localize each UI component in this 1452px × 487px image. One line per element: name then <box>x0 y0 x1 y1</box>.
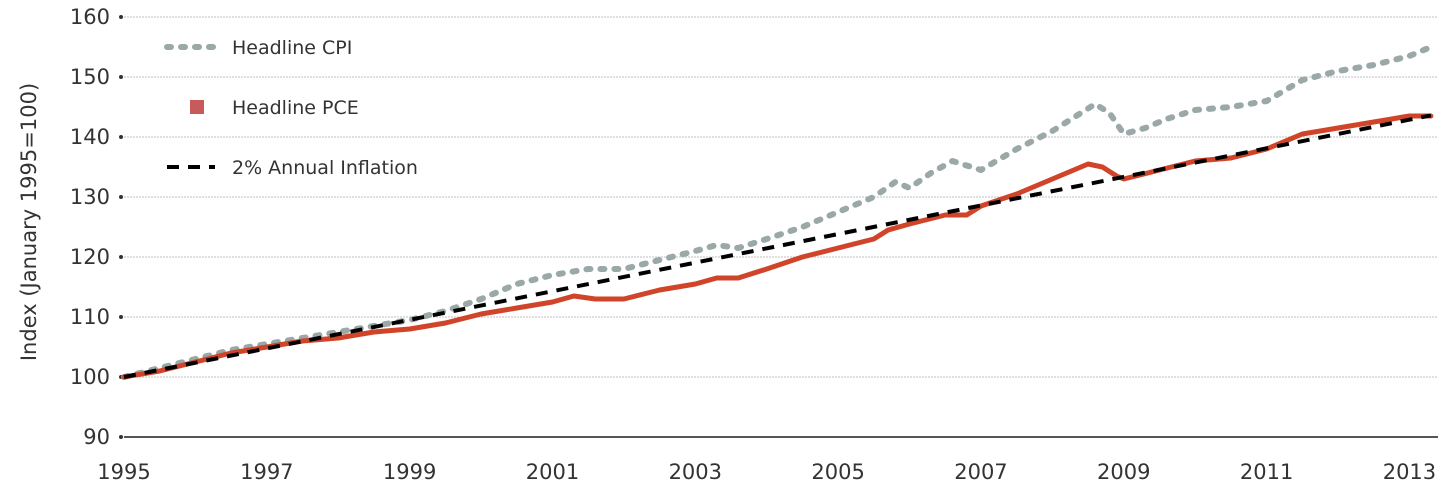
legend-item-2-annual-inflation: 2% Annual Inflation <box>167 157 418 179</box>
x-tick-label: 1997 <box>240 460 293 484</box>
y-tick-label: 130 <box>70 185 110 209</box>
series-line-headline-cpi <box>121 44 1434 380</box>
legend-swatch <box>190 100 204 114</box>
x-tick-label: 2013 <box>1383 460 1436 484</box>
legend-label: Headline CPI <box>232 37 352 59</box>
y-axis-ticks: 90 100 110 120 130 140 150 160 <box>70 5 123 449</box>
y-tick-label: 90 <box>83 425 110 449</box>
legend-label: Headline PCE <box>232 97 359 119</box>
y-axis-title: Index (January 1995=100) <box>17 83 41 361</box>
y-tick-mark <box>119 255 123 259</box>
legend-item-headline-pce: Headline PCE <box>190 97 359 119</box>
legend-item-headline-cpi: Headline CPI <box>164 37 352 59</box>
x-tick-label: 1995 <box>97 460 150 484</box>
x-tick-label: 2011 <box>1240 460 1293 484</box>
y-tick-mark <box>119 435 123 439</box>
x-tick-label: 1999 <box>383 460 436 484</box>
y-tick-mark <box>119 315 123 319</box>
y-tick-label: 110 <box>70 305 110 329</box>
y-tick-label: 100 <box>70 365 110 389</box>
legend-label: 2% Annual Inflation <box>232 157 418 179</box>
x-tick-label: 2007 <box>954 460 1007 484</box>
x-tick-label: 2001 <box>526 460 579 484</box>
x-tick-label: 2009 <box>1097 460 1150 484</box>
y-tick-mark <box>119 15 123 19</box>
gridlines <box>124 16 1438 438</box>
y-tick-mark <box>119 75 123 79</box>
y-tick-label: 160 <box>70 5 110 29</box>
y-tick-label: 150 <box>70 65 110 89</box>
y-tick-label: 140 <box>70 125 110 149</box>
y-tick-mark <box>119 195 123 199</box>
x-tick-label: 2003 <box>669 460 722 484</box>
y-tick-label: 120 <box>70 245 110 269</box>
legend: Headline CPI Headline PCE 2% Annual Inflat… <box>164 37 418 179</box>
x-axis-ticks: 1995 1997 1999 2001 2003 2005 2007 2009 2011 2013 <box>97 460 1436 484</box>
series-lines <box>121 44 1434 380</box>
y-tick-mark <box>119 135 123 139</box>
x-tick-label: 2005 <box>811 460 864 484</box>
